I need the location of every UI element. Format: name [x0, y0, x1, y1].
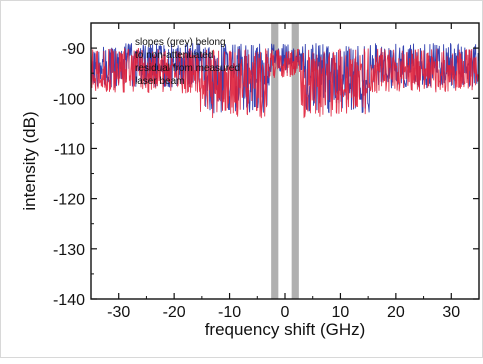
- y-tick-label: -140: [53, 292, 85, 309]
- annotation-line: slopes (grey) belong: [135, 37, 226, 48]
- tick-labels: -30 -20 -10 0 10 20 30-140-130-120-110-100-90: [53, 41, 460, 321]
- x-axis-label: frequency shift (GHz): [205, 320, 366, 339]
- y-tick-label: -120: [53, 192, 85, 209]
- annotation-line: residual from measured: [135, 63, 240, 74]
- x-tick-label: 20: [387, 304, 405, 321]
- annotation: slopes (grey) belong to non-attenuated res…: [135, 37, 240, 87]
- y-tick-label: -100: [53, 91, 85, 108]
- series-group: [90, 43, 480, 119]
- x-tick-label: -10: [218, 304, 241, 321]
- x-tick-label: 30: [442, 304, 460, 321]
- y-tick-label: -90: [62, 41, 85, 58]
- x-tick-label: -30: [107, 304, 130, 321]
- y-axis-label: intensity (dB): [20, 111, 39, 210]
- annotation-line: laser beam: [135, 76, 184, 87]
- axis-ticks: [90, 23, 480, 300]
- x-tick-label: -20: [163, 304, 186, 321]
- x-tick-label: 10: [332, 304, 350, 321]
- y-tick-label: -130: [53, 242, 85, 259]
- series-line-1: [90, 48, 480, 119]
- annotation-line: to non-attenuated: [135, 50, 213, 61]
- x-tick-label: 0: [281, 304, 290, 321]
- y-tick-label: -110: [54, 141, 85, 158]
- shaded-band-1: [291, 23, 299, 299]
- shaded-bands: [271, 23, 299, 299]
- shaded-band-0: [271, 23, 279, 299]
